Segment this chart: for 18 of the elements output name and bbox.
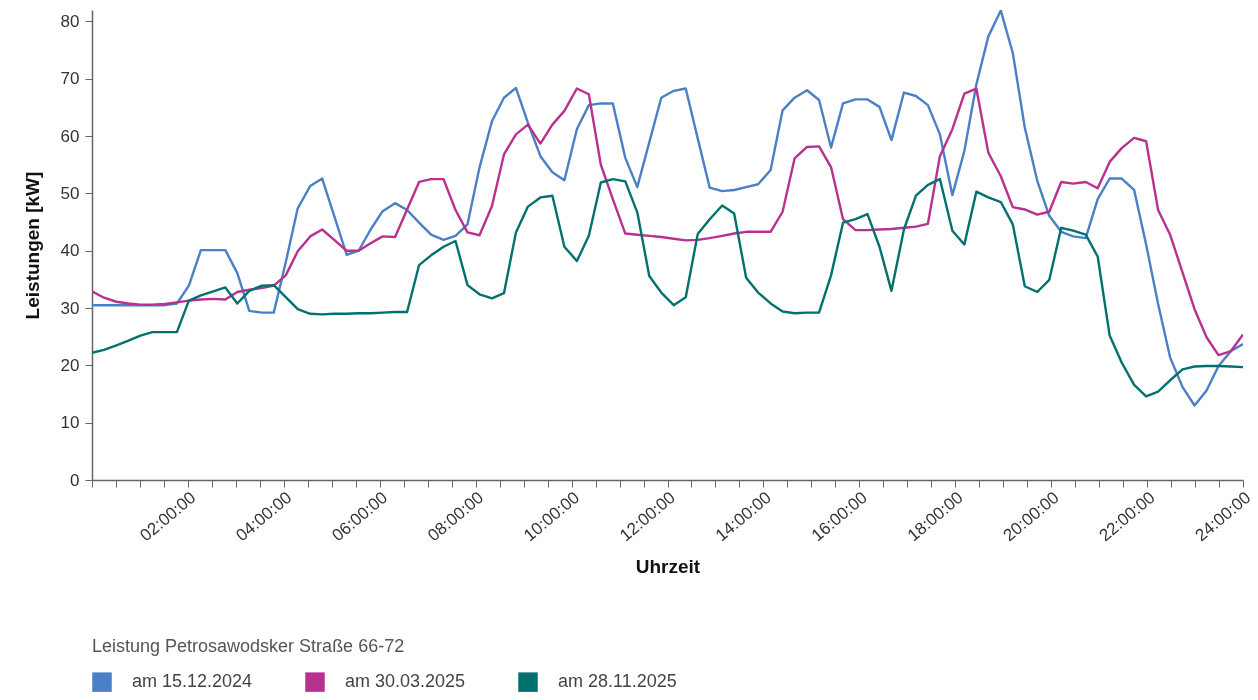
- legend-label: am 15.12.2024: [132, 671, 253, 692]
- y-axis-title: Leistungen [kW]: [21, 171, 43, 320]
- legend-label: am 30.03.2025: [345, 671, 466, 692]
- line-series: [92, 10, 1243, 407]
- y-tick-label: 80: [60, 11, 80, 31]
- y-tick-label: 30: [60, 298, 80, 318]
- legend-label: am 28.11.2025: [558, 671, 677, 692]
- legend-title: Leistung Petrosawodsker Straße 66-72: [92, 636, 405, 656]
- y-tick-label: 70: [60, 69, 80, 89]
- x-axis-title: Uhrzeit: [635, 556, 701, 578]
- y-tick-label: 0: [70, 470, 80, 490]
- line-series: [92, 87, 1243, 357]
- y-tick-label: 50: [60, 183, 80, 203]
- y-tick-label: 40: [60, 241, 80, 261]
- y-tick-label: 60: [60, 126, 80, 146]
- y-tick-label: 10: [60, 413, 80, 433]
- y-tick-label: 20: [60, 355, 80, 375]
- line-series: [92, 177, 1243, 398]
